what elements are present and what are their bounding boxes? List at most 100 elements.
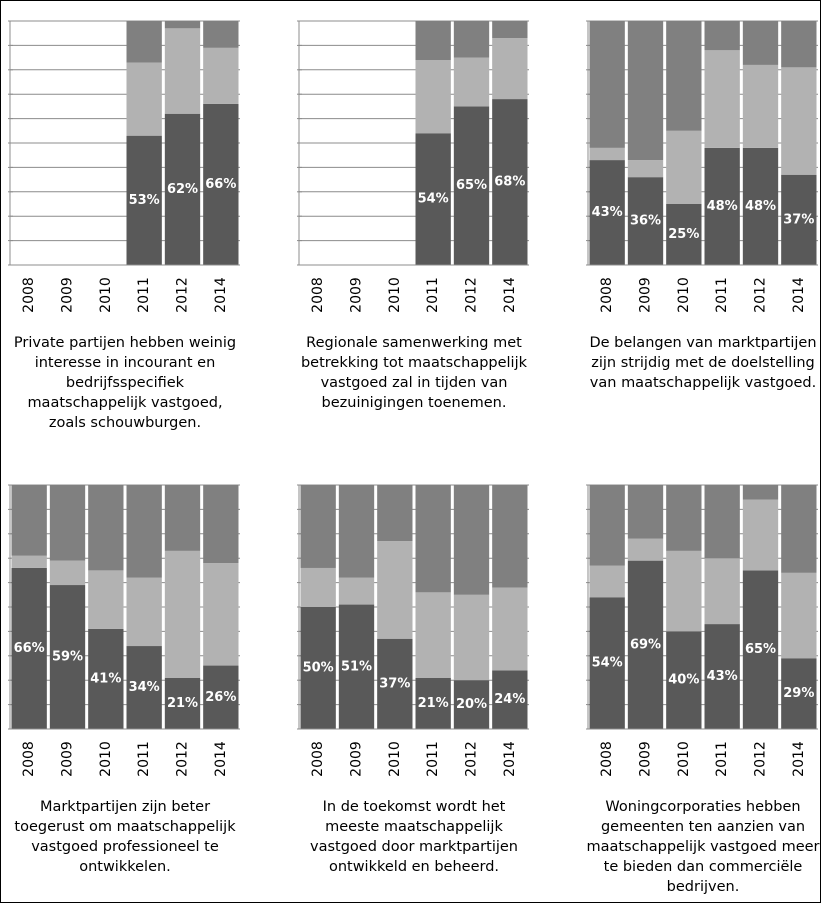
- x-tick-label: 2010: [98, 741, 114, 777]
- bar-segment: [627, 160, 664, 178]
- data-label: 69%: [630, 637, 661, 652]
- bar-segment: [126, 21, 162, 63]
- data-label: 51%: [341, 659, 372, 674]
- bar-segment: [589, 485, 625, 566]
- bar-segment: [300, 567, 336, 607]
- bar-segment: [781, 658, 817, 729]
- x-tick-label: 2012: [464, 741, 480, 777]
- x-tick-label: 2010: [387, 277, 403, 313]
- bar-segment: [203, 485, 239, 564]
- chart-caption: Regionale samenwerking met betrekking to…: [300, 335, 528, 411]
- bar-segment: [203, 563, 239, 666]
- bar-segment: [126, 646, 162, 729]
- x-tick-label: 2010: [387, 741, 403, 777]
- bar-segment: [781, 174, 817, 265]
- bar-segment: [453, 680, 490, 729]
- data-label: 48%: [745, 199, 776, 214]
- data-label: 29%: [783, 686, 814, 701]
- chart-panel: 2008 2009 2010 54% 2011 65% 2012 68% 2014 Regiona…: [297, 11, 531, 413]
- bar-segment: [415, 60, 451, 134]
- x-tick-label: 2009: [60, 741, 76, 777]
- chart: 54% 2008 69% 2009 40% 2010 43% 2011 65% 2012 29% 20…: [586, 484, 818, 777]
- bar-segment: [415, 133, 451, 265]
- data-label: 25%: [668, 227, 699, 242]
- bar-segment: [742, 499, 779, 571]
- bar-segment: [11, 555, 47, 568]
- data-label: 37%: [783, 212, 814, 227]
- bar-segment: [742, 21, 779, 65]
- bar-segment: [627, 21, 664, 161]
- bar-segment: [742, 570, 779, 729]
- x-tick-label: 2014: [213, 741, 229, 777]
- bar-segment: [666, 631, 702, 729]
- bar-segment: [338, 604, 375, 729]
- data-label: 43%: [592, 205, 623, 220]
- data-label: 65%: [456, 178, 487, 193]
- x-tick-label: 2009: [349, 277, 365, 313]
- x-tick-label: 2014: [502, 277, 518, 313]
- data-label: 36%: [630, 214, 661, 229]
- bar-segment: [453, 594, 490, 681]
- bar-segment: [415, 677, 451, 729]
- bar-segment: [338, 577, 375, 605]
- bar-segment: [126, 577, 162, 647]
- bar-segment: [300, 485, 336, 568]
- bar-segment: [377, 638, 413, 729]
- bar-segment: [492, 38, 528, 100]
- bar-segment: [589, 565, 625, 598]
- bar-segment: [666, 550, 702, 632]
- chart-panel: 50% 2008 51% 2009 37% 2010 21% 2011 20% 2012 24% 20…: [297, 475, 531, 877]
- data-label: 48%: [707, 199, 738, 214]
- bar-segment: [11, 567, 47, 729]
- bar-segment: [453, 57, 490, 107]
- bar-segment: [164, 21, 201, 29]
- bar-segment: [666, 485, 702, 551]
- x-tick-label: 2009: [638, 277, 654, 313]
- x-tick-label: 2011: [425, 277, 441, 313]
- data-label: 34%: [129, 680, 160, 695]
- bar-segment: [126, 135, 162, 265]
- x-tick-label: 2014: [791, 277, 807, 313]
- chart-caption: In de toekomst wordt het meeste maatscha…: [310, 799, 518, 875]
- x-tick-label: 2011: [714, 741, 730, 777]
- x-tick-label: 2008: [21, 277, 37, 313]
- bar-segment: [49, 560, 86, 586]
- chart: 2008 2009 2010 53% 2011 62% 2012 66% 2014: [8, 20, 240, 313]
- bar-segment: [742, 64, 779, 148]
- x-tick-label: 2012: [175, 277, 191, 313]
- data-label: 53%: [129, 193, 160, 208]
- bar-segment: [415, 21, 451, 61]
- bar-segment: [377, 485, 413, 542]
- x-tick-label: 2009: [638, 741, 654, 777]
- bar-segment: [666, 130, 702, 204]
- bar-segment: [627, 560, 664, 729]
- bar-segment: [164, 550, 201, 678]
- x-tick-label: 2008: [310, 741, 326, 777]
- bar-segment: [203, 103, 239, 266]
- x-tick-label: 2014: [502, 741, 518, 777]
- bar-segment: [781, 572, 817, 659]
- bar-segment: [666, 21, 702, 131]
- chart-caption: Private partijen hebben weinig interesse…: [13, 335, 237, 431]
- chart-panel: 2008 2009 2010 53% 2011 62% 2012 66% 2014 Private…: [8, 11, 242, 433]
- bar-segment: [164, 28, 201, 114]
- x-tick-label: 2011: [714, 277, 730, 313]
- bar-segment: [164, 485, 201, 551]
- bar-segment: [781, 21, 817, 68]
- data-label: 54%: [418, 192, 449, 207]
- bar-segment: [126, 485, 162, 578]
- bar-segment: [453, 21, 490, 58]
- x-tick-label: 2014: [791, 741, 807, 777]
- bar-segment: [88, 570, 124, 629]
- chart: 50% 2008 51% 2009 37% 2010 21% 2011 20% 2012 24% 20…: [297, 484, 529, 777]
- chart-caption: Woningcorporaties hebben gemeenten ten a…: [586, 799, 820, 895]
- bar-segment: [203, 21, 239, 48]
- x-tick-label: 2009: [60, 277, 76, 313]
- data-label: 40%: [668, 673, 699, 688]
- chart-panel: 54% 2008 69% 2009 40% 2010 43% 2011 65% 2012 29% 20…: [586, 475, 820, 897]
- x-tick-label: 2014: [213, 277, 229, 313]
- data-label: 54%: [592, 656, 623, 671]
- x-tick-label: 2011: [136, 277, 152, 313]
- bar-segment: [126, 62, 162, 136]
- bar-segment: [453, 106, 490, 266]
